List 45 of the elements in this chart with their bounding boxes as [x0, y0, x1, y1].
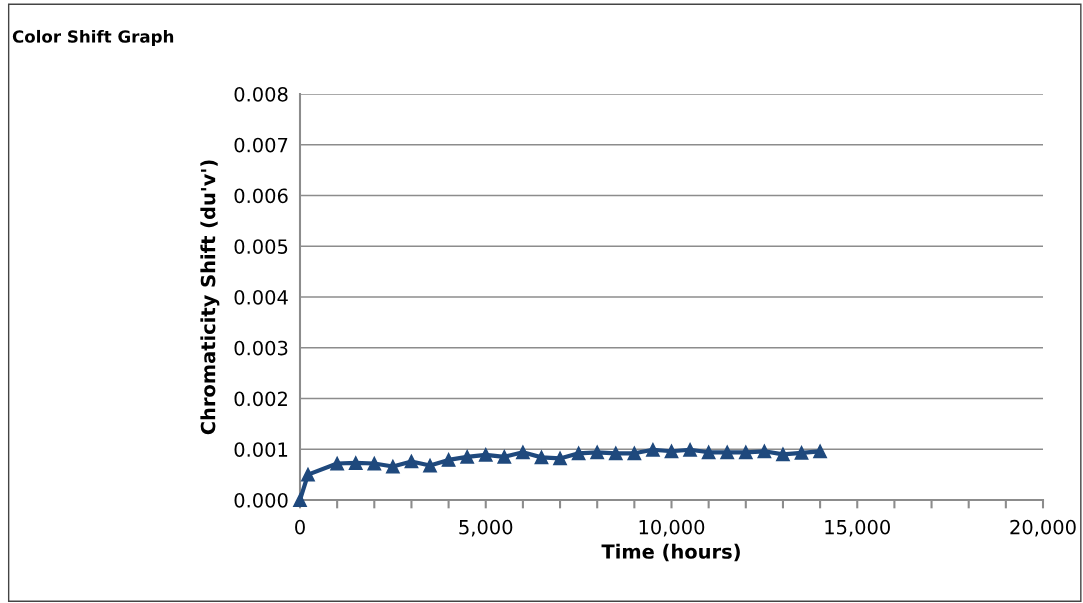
point: [385, 459, 400, 474]
x-tick-label: 10,000: [639, 519, 705, 537]
point: [404, 454, 419, 469]
x-tick-label: 15,000: [825, 519, 890, 537]
point: [423, 458, 437, 473]
point: [460, 449, 475, 464]
point: [571, 446, 586, 461]
point: [794, 445, 809, 460]
point: [738, 445, 753, 460]
point: [534, 450, 549, 465]
point: [590, 445, 605, 460]
point: [664, 444, 679, 459]
y-tick-label: 0.002: [234, 391, 287, 407]
x-tick-label: 20,000: [1010, 519, 1076, 537]
point: [776, 447, 790, 462]
point: [478, 447, 493, 462]
y-tick-label: 0.000: [234, 492, 288, 508]
point: [367, 456, 382, 471]
point: [683, 442, 698, 457]
point: [515, 445, 530, 460]
x-tick-label: 0: [295, 519, 305, 535]
text: Color Shift Graph: [12, 29, 174, 47]
y-axis-title: Chromaticity Shift (du'v'): [200, 160, 220, 435]
y-tick-label: 0.001: [234, 442, 288, 457]
point: [720, 445, 735, 460]
y-tick-label: 0.005: [234, 239, 288, 254]
point: [645, 442, 660, 457]
y-tick-label: 0.007: [234, 137, 288, 153]
point: [757, 444, 772, 459]
point: [497, 449, 512, 464]
x-tick-label: 5,000: [459, 519, 513, 537]
point: [301, 467, 315, 482]
point: [553, 451, 567, 466]
y-tick-label: 0.004: [234, 289, 288, 305]
point: [627, 446, 642, 461]
point: [330, 456, 345, 471]
y-tick-label: 0.003: [234, 340, 288, 356]
y-tick-label: 0.008: [234, 86, 288, 102]
point: [348, 456, 363, 470]
point: [608, 446, 623, 461]
point: [701, 445, 716, 460]
point: [813, 444, 828, 459]
y-tick-label: 0.006: [234, 188, 288, 204]
x-axis-title: Time (hours): [601, 543, 740, 562]
point: [441, 452, 456, 467]
